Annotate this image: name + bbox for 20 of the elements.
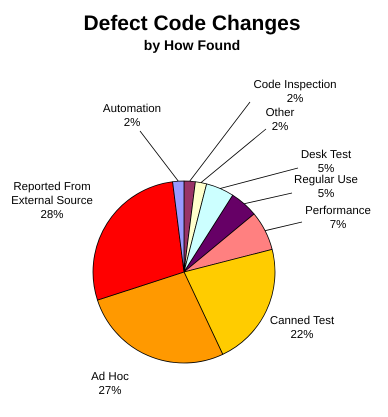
data-label: 28% [40, 209, 64, 221]
slice-label: Reported From External Source [11, 181, 93, 207]
slice-label: Regular Use [294, 174, 358, 186]
slice-label: Other [266, 107, 295, 119]
data-label: 2% [286, 93, 304, 105]
chart-subtitle: by How Found [144, 37, 240, 53]
data-label: 2% [124, 117, 140, 129]
data-label: 27% [98, 385, 122, 397]
slice-label: Desk Test [300, 149, 352, 161]
slice-label: Automation [102, 103, 162, 115]
slice-label: Canned Test [270, 315, 335, 327]
data-label: 2% [272, 121, 288, 133]
data-label: 5% [318, 188, 334, 200]
chart-title: Defect Code Changes [83, 12, 301, 35]
data-label: 22% [290, 329, 314, 341]
slice-label: Ad Hoc [91, 371, 130, 383]
data-label: 7% [330, 219, 346, 231]
data-label: 5% [318, 163, 334, 175]
slice-label: Code Inspection [253, 79, 337, 91]
slice-label: Performance [305, 205, 371, 217]
